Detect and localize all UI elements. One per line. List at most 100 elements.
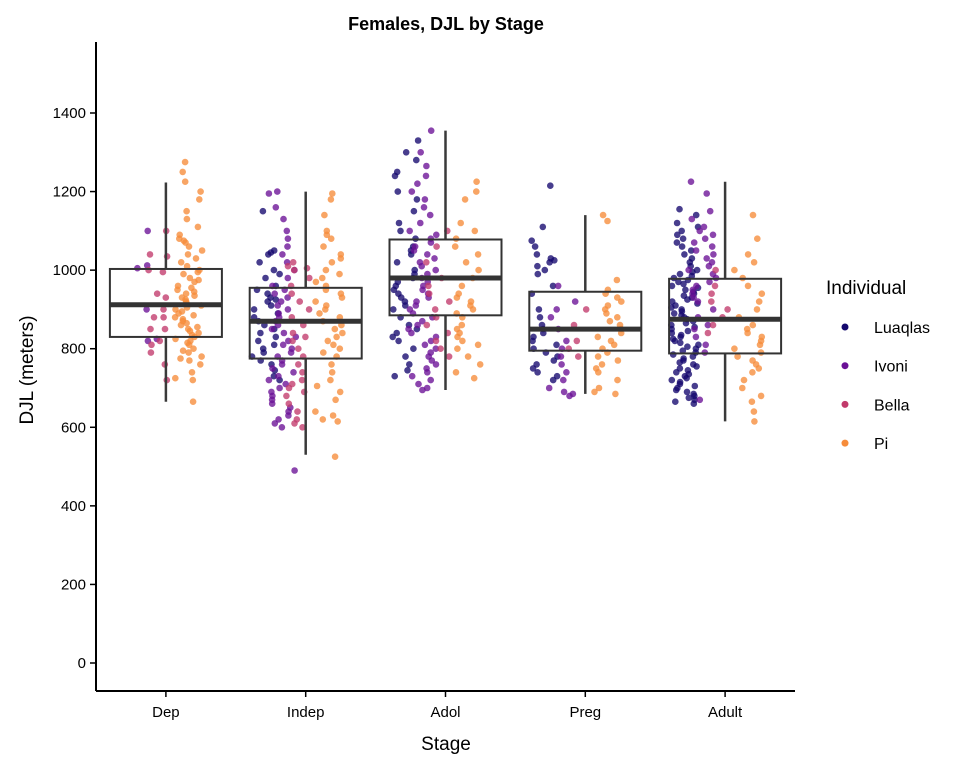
data-point-bella [161, 325, 169, 333]
data-point-pi [474, 341, 482, 349]
data-point-pi [336, 270, 343, 278]
data-point-pi [182, 290, 190, 298]
data-point-bella [573, 337, 581, 345]
data-point-pi [614, 294, 621, 301]
data-point-pi [328, 259, 336, 266]
data-point-pi [313, 382, 321, 390]
data-point-luaqlas [668, 376, 676, 384]
data-point-luaqlas [395, 219, 403, 227]
data-point-pi [336, 388, 344, 396]
data-point-luaqlas [529, 365, 537, 372]
data-point-luaqlas [535, 306, 543, 313]
data-point-pi [744, 329, 751, 337]
data-point-bella [147, 325, 154, 333]
data-point-bella [302, 333, 309, 341]
data-point-luaqlas [679, 347, 687, 355]
data-point-luaqlas [393, 259, 401, 266]
data-point-pi [183, 319, 190, 327]
data-point-luaqlas [265, 251, 272, 258]
data-point-pi [612, 390, 619, 398]
data-point-pi [473, 188, 480, 195]
data-point-ivoni [406, 227, 414, 235]
data-point-ivoni [284, 235, 292, 242]
data-point-ivoni [687, 178, 695, 185]
data-point-luaqlas [677, 333, 684, 341]
data-point-luaqlas [670, 310, 678, 317]
data-point-ivoni [710, 251, 717, 258]
data-point-ivoni [276, 384, 283, 392]
data-point-luaqlas [533, 251, 541, 258]
data-point-ivoni [265, 376, 273, 384]
data-point-luaqlas [531, 243, 539, 250]
data-point-pi [179, 168, 186, 176]
data-point-ivoni [275, 372, 282, 380]
box-dep [108, 182, 223, 402]
data-point-bella [298, 376, 306, 384]
data-point-ivoni [709, 306, 717, 313]
data-point-ivoni [291, 467, 298, 474]
data-point-luaqlas [668, 329, 676, 337]
box-adult [668, 181, 783, 422]
data-point-bella [425, 290, 433, 298]
data-point-ivoni [709, 231, 717, 239]
data-point-luaqlas [550, 357, 558, 364]
data-point-ivoni [424, 251, 431, 258]
data-point-pi [322, 266, 330, 274]
data-point-pi [471, 227, 479, 235]
data-point-pi [754, 235, 761, 242]
data-point-luaqlas [678, 243, 686, 250]
data-point-pi [469, 306, 477, 313]
data-point-ivoni [285, 412, 292, 419]
data-point-luaqlas [534, 270, 542, 278]
data-point-pi [320, 243, 327, 250]
data-point-pi [758, 290, 766, 298]
data-point-ivoni [703, 255, 710, 262]
data-point-luaqlas [270, 266, 278, 274]
data-point-pi [189, 376, 197, 384]
data-point-ivoni [412, 302, 420, 309]
data-point-luaqlas [676, 359, 683, 366]
data-point-ivoni [692, 333, 700, 341]
data-point-ivoni [557, 353, 565, 360]
data-point-pi [331, 325, 339, 333]
data-point-pi [188, 369, 196, 376]
data-point-luaqlas [674, 231, 681, 239]
data-point-ivoni [414, 321, 421, 329]
data-point-pi [328, 361, 335, 368]
data-point-pi [755, 298, 763, 305]
data-point-pi [614, 357, 622, 364]
data-point-ivoni [272, 204, 280, 211]
data-point-luaqlas [690, 400, 698, 408]
data-point-ivoni [691, 325, 698, 333]
data-point-pi [464, 353, 472, 360]
data-point-ivoni [284, 274, 292, 282]
data-point-ivoni [428, 357, 436, 364]
data-point-pi [198, 353, 205, 360]
data-point-bella [156, 337, 164, 345]
data-point-pi [751, 418, 758, 425]
data-point-ivoni [419, 386, 426, 394]
data-point-pi [595, 369, 602, 376]
y-tick-label: 1200 [53, 184, 86, 201]
data-point-ivoni [702, 341, 709, 349]
data-point-ivoni [553, 306, 560, 313]
data-point-luaqlas [547, 182, 554, 189]
data-point-pi [613, 276, 621, 284]
data-point-ivoni [703, 190, 710, 197]
data-point-luaqlas [676, 205, 683, 213]
data-point-pi [331, 453, 339, 461]
data-point-bella [160, 306, 167, 313]
data-point-pi [453, 294, 461, 301]
data-point-pi [337, 255, 345, 262]
data-point-luaqlas [672, 386, 680, 394]
data-point-pi [618, 298, 625, 305]
data-point-ivoni [265, 190, 273, 197]
legend-label-ivoni: Ivoni [874, 359, 908, 376]
data-point-pi [180, 270, 187, 278]
data-point-pi [327, 196, 335, 203]
data-point-bella [285, 400, 293, 408]
data-point-pi [595, 384, 603, 392]
data-point-ivoni [700, 223, 708, 231]
data-point-luaqlas [391, 172, 399, 180]
data-point-bella [160, 314, 167, 321]
